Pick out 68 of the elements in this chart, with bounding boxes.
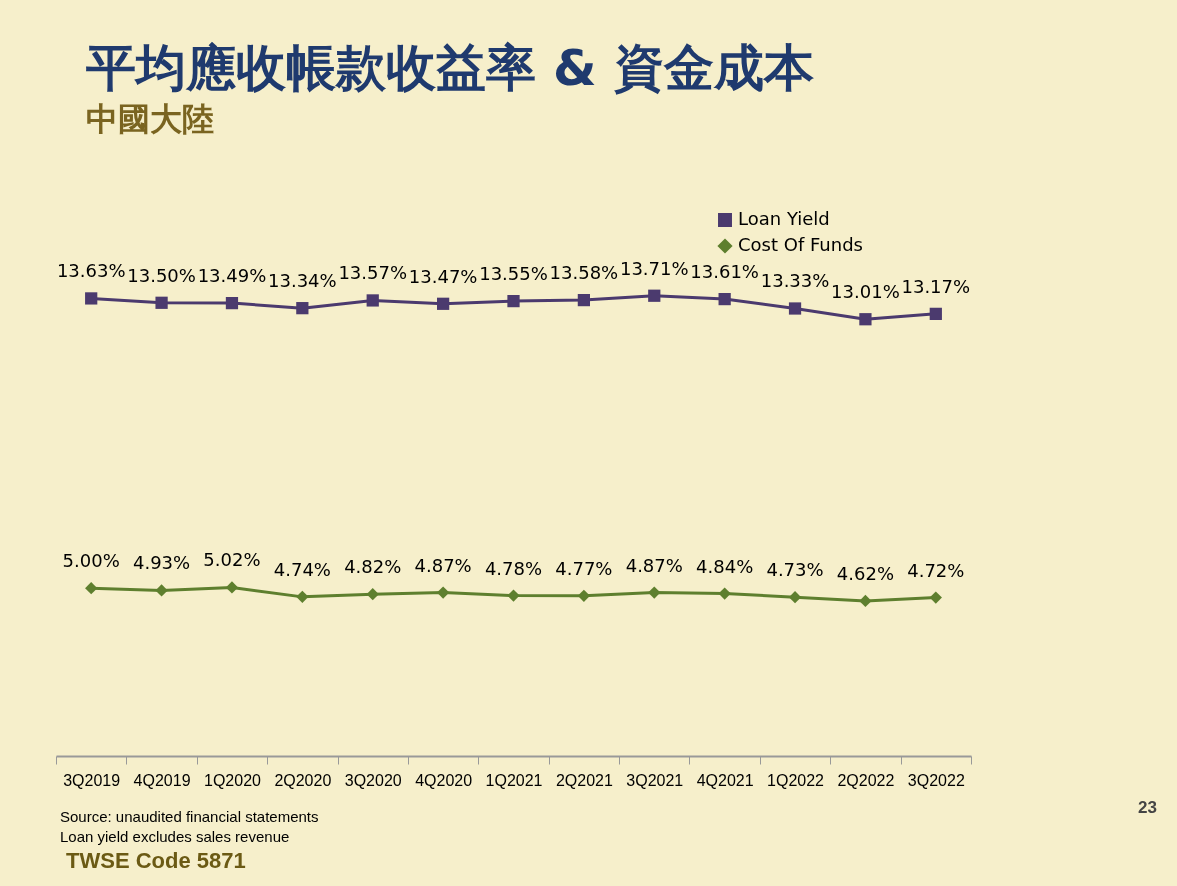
data-label: 4.74% [273, 558, 331, 580]
data-label: 13.33% [760, 270, 830, 292]
text: Loan yield excludes sales revenue [60, 828, 290, 845]
data-label: 4.82% [344, 556, 402, 578]
x-tick-label: 4Q2020 [415, 771, 473, 789]
point [788, 591, 802, 604]
point [929, 307, 942, 320]
data-label: 4.78% [484, 557, 543, 579]
data-label: 13.01% [831, 281, 900, 303]
data-label: 4.62% [836, 562, 895, 584]
point [225, 581, 239, 594]
point [225, 297, 239, 310]
x-tick-label: 2Q2020 [274, 771, 332, 789]
data-label: 13.55% [479, 263, 548, 285]
point [859, 313, 872, 326]
point [859, 594, 872, 608]
point [436, 586, 450, 599]
data-label: 13.50% [127, 264, 196, 286]
x-tick-label: 3Q2019 [63, 771, 121, 789]
point [577, 293, 591, 307]
point [436, 297, 450, 310]
chart-subtitle: 中國大陸 [85, 100, 214, 138]
data-label: 13.17% [901, 275, 971, 297]
point [155, 296, 168, 309]
data-label: 4.73% [766, 559, 824, 581]
data-label: 13.71% [619, 257, 689, 279]
point [648, 289, 661, 302]
x-tick-label: 3Q2020 [344, 771, 402, 789]
data-label: 4.87% [414, 554, 472, 576]
x-tick-label: 1Q2020 [203, 771, 262, 789]
data-label: 13.61% [690, 261, 759, 283]
data-label: 13.63% [56, 260, 126, 282]
data-label: 4.84% [696, 555, 754, 577]
point [929, 591, 942, 604]
point [296, 302, 309, 315]
chart-title: 平均應收帳款收益率 & 資金成本 [84, 39, 814, 97]
data-label: 4.93% [132, 552, 191, 574]
x-tick-label: 1Q2021 [485, 771, 543, 789]
source-note: Source: unaudited financial statements [60, 808, 319, 825]
legend-label: Cost Of Funds [738, 234, 863, 255]
legend-label: Loan Yield [738, 208, 830, 229]
point [507, 294, 520, 308]
data-label: 5.00% [62, 550, 120, 572]
point [718, 292, 731, 306]
point [85, 292, 98, 305]
data-label: 4.77% [555, 557, 613, 579]
text: 23 [1138, 798, 1157, 818]
data-label: 4.87% [625, 554, 683, 576]
data-label: 13.49% [197, 265, 267, 287]
point [577, 589, 591, 602]
point [507, 589, 520, 602]
point [155, 584, 168, 597]
point [366, 294, 379, 307]
data-label: 13.57% [338, 262, 408, 284]
data-label: 13.58% [549, 262, 619, 284]
data-label: 13.34% [268, 270, 337, 292]
x-tick-label: 1Q2022 [767, 771, 825, 789]
data-label: 5.02% [203, 549, 261, 571]
x-tick-label: 4Q2019 [133, 771, 191, 789]
x-tick-label: 2Q2022 [837, 771, 895, 789]
x-tick-label: 4Q2021 [696, 771, 754, 789]
data-label: 4.72% [907, 559, 965, 581]
point [788, 302, 802, 315]
x-tick-label: 2Q2021 [555, 771, 613, 789]
x-tick-label: 3Q2022 [907, 771, 965, 789]
text: TWSE Code 5871 [66, 848, 246, 874]
data-label: 13.47% [408, 265, 478, 287]
x-tick-label: 3Q2021 [626, 771, 684, 789]
